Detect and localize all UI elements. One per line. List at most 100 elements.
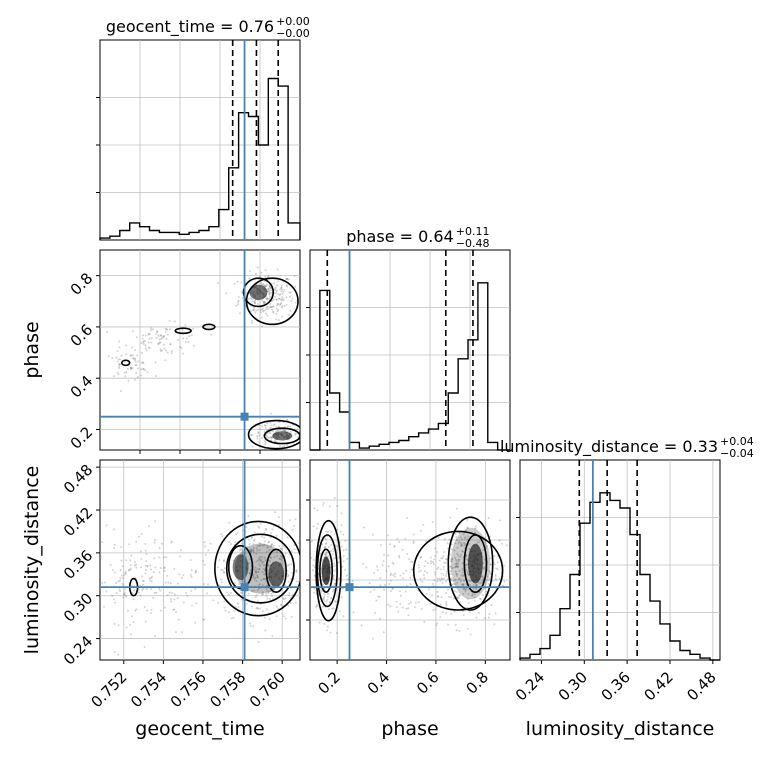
scatter-geocent_time-vs-luminosity_distance-sample-point bbox=[100, 588, 101, 591]
scatter-geocent_time-vs-luminosity_distance-sample-point bbox=[163, 569, 166, 572]
scatter-geocent_time-vs-luminosity_distance-sample-point bbox=[144, 568, 147, 571]
scatter-phase-vs-luminosity_distance-sample-point bbox=[502, 584, 505, 587]
scatter-geocent_time-vs-luminosity_distance-sample-point bbox=[262, 578, 265, 581]
scatter-geocent_time-vs-phase-sample-point bbox=[116, 360, 119, 363]
scatter-geocent_time-vs-phase-sample-point bbox=[251, 321, 254, 324]
scatter-phase-vs-luminosity_distance-sample-point bbox=[452, 583, 455, 586]
scatter-geocent_time-vs-luminosity_distance-sample-point bbox=[263, 544, 266, 547]
scatter-geocent_time-vs-phase-sample-point bbox=[281, 296, 284, 299]
scatter-geocent_time-vs-luminosity_distance-sample-point bbox=[271, 635, 274, 638]
scatter-geocent_time-vs-luminosity_distance-sample-point bbox=[227, 611, 230, 614]
scatter-geocent_time-vs-luminosity_distance-sample-point bbox=[248, 543, 251, 546]
scatter-phase-vs-luminosity_distance-sample-point bbox=[398, 556, 401, 559]
scatter-phase-vs-luminosity_distance-sample-point bbox=[334, 600, 337, 603]
scatter-geocent_time-vs-phase-sample-point bbox=[161, 349, 164, 352]
scatter-phase-vs-luminosity_distance-sample-point bbox=[390, 579, 393, 582]
scatter-geocent_time-vs-luminosity_distance-sample-point bbox=[209, 542, 212, 545]
scatter-phase-vs-luminosity_distance-sample-point bbox=[457, 558, 460, 561]
scatter-geocent_time-vs-phase-sample-point bbox=[132, 330, 135, 333]
scatter-geocent_time-vs-luminosity_distance-sample-point bbox=[298, 542, 300, 545]
xtick-label-phase-2: 0.6 bbox=[413, 668, 443, 698]
scatter-geocent_time-vs-luminosity_distance-sample-point bbox=[287, 604, 290, 607]
scatter-phase-vs-luminosity_distance-sample-point bbox=[310, 556, 313, 559]
scatter-geocent_time-vs-phase-sample-point bbox=[268, 431, 271, 434]
scatter-geocent_time-vs-luminosity_distance-sample-point bbox=[256, 574, 259, 577]
scatter-phase-vs-luminosity_distance-sample-point bbox=[334, 600, 337, 603]
scatter-phase-vs-luminosity_distance-sample-point bbox=[481, 576, 484, 579]
scatter-geocent_time-vs-phase-sample-point bbox=[164, 349, 167, 352]
scatter-geocent_time-vs-phase-sample-point bbox=[266, 297, 269, 300]
scatter-geocent_time-vs-luminosity_distance-sample-point bbox=[272, 524, 275, 527]
ytick-label-phase-1: 0.4 bbox=[67, 372, 97, 402]
scatter-phase-vs-luminosity_distance-sample-point bbox=[454, 578, 457, 581]
scatter-phase-vs-luminosity_distance-sample-point bbox=[332, 550, 335, 553]
scatter-phase-vs-luminosity_distance-sample-point bbox=[457, 577, 460, 580]
scatter-geocent_time-vs-phase-sample-point bbox=[270, 412, 273, 415]
scatter-phase-vs-luminosity_distance-sample-point bbox=[322, 597, 325, 600]
scatter-geocent_time-vs-luminosity_distance-sample-point bbox=[163, 606, 166, 609]
scatter-geocent_time-vs-phase-sample-point bbox=[265, 298, 268, 301]
scatter-geocent_time-vs-phase-sample-point bbox=[155, 330, 158, 333]
scatter-geocent_time-vs-luminosity_distance-sample-point bbox=[109, 563, 112, 566]
scatter-geocent_time-vs-phase-sample-point bbox=[268, 291, 271, 294]
scatter-geocent_time-vs-luminosity_distance-sample-point bbox=[255, 570, 258, 573]
scatter-geocent_time-vs-phase-sample-point bbox=[263, 302, 266, 305]
scatter-geocent_time-vs-phase-sample-point bbox=[288, 278, 291, 281]
scatter-geocent_time-vs-phase-sample-point bbox=[147, 346, 150, 349]
scatter-phase-vs-luminosity_distance-sample-point bbox=[383, 588, 386, 591]
scatter-geocent_time-vs-luminosity_distance-sample-point bbox=[100, 551, 102, 554]
scatter-phase-vs-luminosity_distance-sample-point bbox=[326, 629, 329, 632]
scatter-geocent_time-vs-luminosity_distance-sample-point bbox=[265, 592, 268, 595]
scatter-phase-vs-luminosity_distance-sample-point bbox=[487, 583, 490, 586]
scatter-geocent_time-vs-phase-sample-point bbox=[277, 429, 280, 432]
scatter-geocent_time-vs-phase-sample-point bbox=[145, 349, 148, 352]
scatter-geocent_time-vs-luminosity_distance-sample-point bbox=[121, 582, 124, 585]
scatter-phase-vs-luminosity_distance-sample-point bbox=[446, 588, 449, 591]
scatter-phase-vs-luminosity_distance-sample-point bbox=[407, 607, 410, 610]
scatter-geocent_time-vs-luminosity_distance-sample-point bbox=[165, 556, 168, 559]
scatter-geocent_time-vs-phase-sample-point bbox=[273, 282, 276, 285]
scatter-geocent_time-vs-luminosity_distance-sample-point bbox=[146, 564, 149, 567]
scatter-geocent_time-vs-luminosity_distance-contour-1 bbox=[265, 548, 287, 593]
scatter-geocent_time-vs-phase-sample-point bbox=[264, 441, 267, 444]
scatter-phase-vs-luminosity_distance-sample-point bbox=[477, 611, 480, 614]
scatter-geocent_time-vs-luminosity_distance-sample-point bbox=[245, 526, 248, 529]
scatter-phase-vs-luminosity_distance-sample-point bbox=[336, 548, 339, 551]
scatter-geocent_time-vs-luminosity_distance-sample-point bbox=[237, 606, 240, 609]
scatter-geocent_time-vs-phase-frame bbox=[99, 249, 301, 451]
scatter-geocent_time-vs-luminosity_distance-sample-point bbox=[122, 593, 125, 596]
scatter-phase-vs-luminosity_distance-sample-point bbox=[425, 540, 428, 543]
scatter-phase-vs-luminosity_distance-sample-point bbox=[423, 620, 426, 623]
scatter-phase-vs-luminosity_distance-sample-point bbox=[485, 590, 488, 593]
scatter-phase-vs-luminosity_distance-sample-point bbox=[325, 551, 328, 554]
scatter-geocent_time-vs-phase-sample-point bbox=[117, 358, 120, 361]
scatter-geocent_time-vs-luminosity_distance-sample-point bbox=[258, 526, 261, 529]
scatter-geocent_time-vs-luminosity_distance-sample-point bbox=[277, 516, 280, 519]
scatter-geocent_time-vs-luminosity_distance-sample-point bbox=[111, 568, 114, 571]
scatter-geocent_time-vs-luminosity_distance-sample-point bbox=[127, 569, 130, 572]
scatter-geocent_time-vs-phase-sample-point bbox=[270, 435, 273, 438]
scatter-phase-vs-luminosity_distance-sample-point bbox=[464, 590, 467, 593]
scatter-geocent_time-vs-luminosity_distance-sample-point bbox=[268, 540, 271, 543]
scatter-phase-vs-luminosity_distance-sample-point bbox=[453, 610, 456, 613]
scatter-phase-vs-luminosity_distance-sample-point bbox=[446, 542, 449, 545]
scatter-geocent_time-vs-luminosity_distance-sample-point bbox=[258, 558, 261, 561]
scatter-geocent_time-vs-luminosity_distance-sample-point bbox=[179, 549, 182, 552]
scatter-geocent_time-vs-luminosity_distance-sample-point bbox=[220, 578, 223, 581]
scatter-geocent_time-vs-luminosity_distance-sample-point bbox=[269, 532, 272, 535]
scatter-geocent_time-vs-luminosity_distance-sample-point bbox=[130, 615, 133, 618]
scatter-geocent_time-vs-luminosity_distance-sample-point bbox=[123, 591, 126, 594]
scatter-geocent_time-vs-luminosity_distance-sample-point bbox=[103, 581, 106, 584]
scatter-geocent_time-vs-luminosity_distance-sample-point bbox=[117, 580, 120, 583]
y-axis-label-luminosity_distance: luminosity_distance bbox=[21, 466, 43, 655]
scatter-phase-vs-luminosity_distance-sample-point bbox=[467, 574, 470, 577]
scatter-geocent_time-vs-phase-sample-point bbox=[278, 421, 281, 424]
scatter-geocent_time-vs-luminosity_distance-sample-point bbox=[277, 607, 280, 610]
scatter-geocent_time-vs-luminosity_distance-sample-point bbox=[278, 524, 281, 527]
scatter-geocent_time-vs-luminosity_distance-sample-point bbox=[234, 605, 237, 608]
scatter-geocent_time-vs-phase-sample-point bbox=[181, 328, 184, 331]
scatter-phase-vs-luminosity_distance-sample-point bbox=[404, 537, 407, 540]
scatter-geocent_time-vs-luminosity_distance-sample-point bbox=[127, 568, 130, 571]
scatter-geocent_time-vs-phase-sample-point bbox=[268, 306, 271, 309]
scatter-phase-vs-luminosity_distance-sample-point bbox=[331, 590, 334, 593]
